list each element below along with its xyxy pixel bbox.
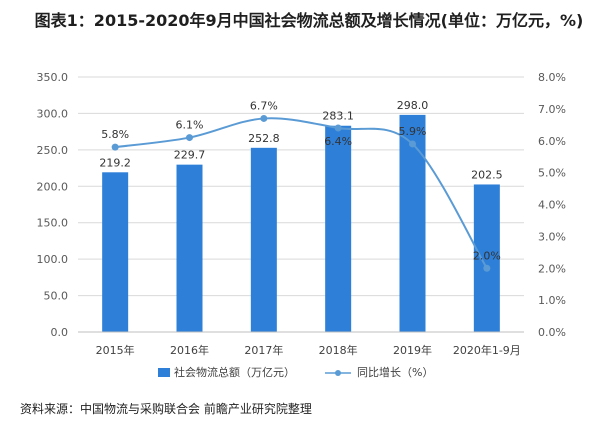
- right-y-tick-label: 4.0%: [538, 199, 566, 212]
- growth-value-label: 5.9%: [399, 125, 427, 138]
- growth-point: [334, 124, 342, 132]
- legend-line-label: 同比增长（%）: [357, 365, 433, 379]
- right-y-axis: 0.0% 1.0% 2.0% 3.0% 4.0% 5.0% 6.0% 7.0% 8.0%: [538, 71, 566, 339]
- growth-value-label: 6.4%: [324, 135, 352, 148]
- gridlines: [78, 76, 524, 333]
- growth-value-label: 6.1%: [176, 119, 204, 132]
- right-y-tick-label: 1.0%: [538, 294, 566, 307]
- right-y-tick-label: 0.0%: [538, 326, 566, 339]
- legend: 社会物流总额（万亿元） 同比增长（%）: [158, 365, 433, 379]
- x-tick-label: 2015年: [96, 343, 135, 357]
- bar-value-label: 298.0: [397, 99, 429, 112]
- bar: [473, 184, 500, 332]
- bar-value-label: 202.5: [471, 168, 503, 181]
- growth-point: [260, 114, 268, 122]
- left-y-tick-label: 350.0: [37, 71, 69, 84]
- bar: [399, 114, 426, 332]
- bar: [176, 164, 203, 332]
- right-y-tick-label: 8.0%: [538, 71, 566, 84]
- x-tick-label: 2017年: [244, 343, 283, 357]
- growth-value-label: 6.7%: [250, 99, 278, 112]
- legend-line-swatch-marker: [335, 370, 341, 376]
- bar-value-label: 252.8: [248, 132, 280, 145]
- chart-title: 图表1：2015-2020年9月中国社会物流总额及增长情况(单位：万亿元，%): [34, 11, 584, 30]
- bar-series: 219.2 229.7 252.8 283.1 298.0 202.5: [99, 99, 503, 333]
- bar: [102, 172, 129, 332]
- x-tick-label: 2018年: [319, 343, 358, 357]
- growth-point: [483, 264, 491, 272]
- bar: [250, 147, 277, 332]
- x-tick-label: 2016年: [170, 343, 209, 357]
- left-y-tick-label: 0.0: [51, 326, 69, 339]
- left-y-tick-label: 150.0: [37, 217, 69, 230]
- bar: [325, 125, 352, 333]
- left-y-tick-label: 250.0: [37, 144, 69, 157]
- x-axis: 2015年 2016年 2017年 2018年 2019年 2020年1-9月: [78, 331, 524, 357]
- legend-bar-label: 社会物流总额（万亿元）: [174, 365, 295, 379]
- growth-line: [115, 117, 488, 269]
- left-y-tick-label: 200.0: [37, 180, 69, 193]
- left-y-axis: 0.0 50.0 100.0 150.0 200.0 250.0 300.0 350.0: [37, 71, 69, 339]
- x-tick-label: 2019年: [393, 343, 432, 357]
- growth-value-label: 2.0%: [473, 249, 501, 262]
- growth-point: [111, 143, 119, 151]
- right-y-tick-label: 6.0%: [538, 135, 566, 148]
- legend-bar-swatch: [158, 368, 170, 377]
- bar-value-label: 229.7: [174, 149, 206, 162]
- x-tick-label: 2020年1-9月: [453, 343, 521, 357]
- left-y-tick-label: 300.0: [37, 107, 69, 120]
- right-y-tick-label: 7.0%: [538, 103, 566, 116]
- source-note: 资料来源：中国物流与采购联合会 前瞻产业研究院整理: [20, 402, 312, 416]
- bar-value-label: 219.2: [99, 156, 131, 169]
- left-y-tick-label: 100.0: [37, 253, 69, 266]
- growth-value-label: 5.8%: [101, 128, 129, 141]
- left-y-tick-label: 50.0: [44, 290, 69, 303]
- right-y-tick-label: 3.0%: [538, 230, 566, 243]
- growth-point: [186, 134, 193, 142]
- line-series: 5.8% 6.1% 6.7% 6.4% 5.9% 2.0%: [101, 99, 501, 272]
- right-y-tick-label: 5.0%: [538, 167, 566, 180]
- bar-value-label: 283.1: [322, 110, 354, 123]
- right-y-tick-label: 2.0%: [538, 262, 566, 275]
- growth-point: [409, 140, 416, 148]
